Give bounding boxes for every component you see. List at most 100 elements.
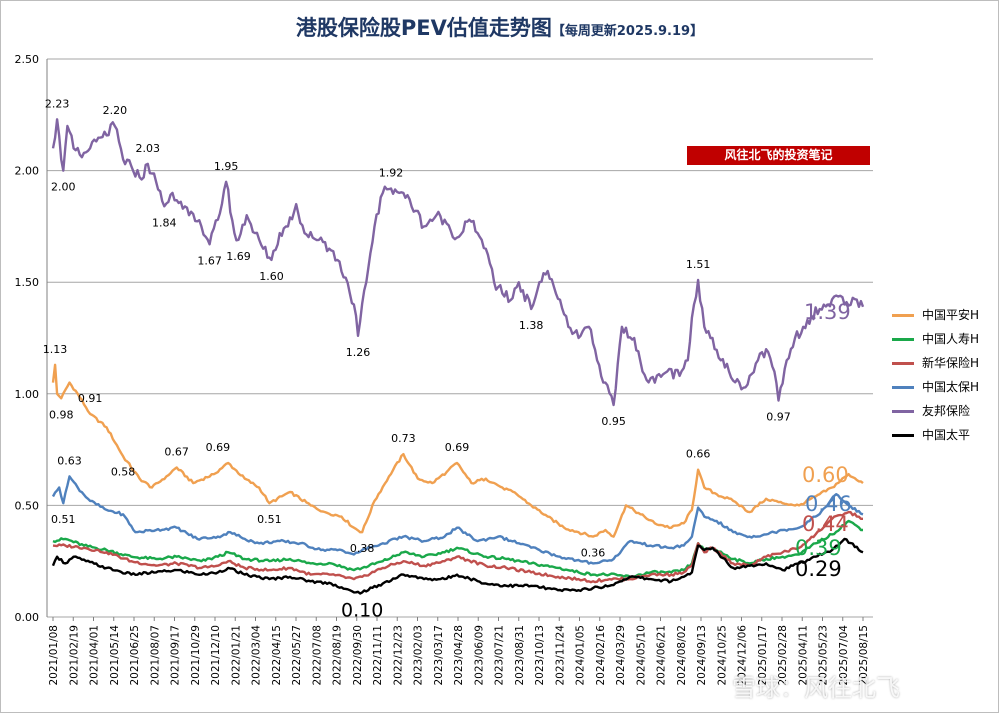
end-label: 0.29	[795, 557, 842, 581]
y-tick-label: 2.00	[15, 165, 40, 178]
annotation-label: 1.13	[43, 343, 68, 356]
x-tick-label: 2022/08/19	[332, 625, 344, 686]
annotation-label: 1.84	[152, 216, 177, 229]
annotation-label: 2.23	[45, 97, 70, 110]
annotation-label: 0.38	[350, 542, 375, 555]
y-tick-label: 1.50	[15, 276, 40, 289]
x-tick-label: 2023/02/03	[413, 625, 425, 686]
annotation-label: 0.66	[686, 448, 711, 461]
x-tick-label: 2021/01/08	[48, 625, 60, 686]
annotation-label: 0.58	[111, 466, 136, 479]
annotation-label: 2.20	[103, 104, 128, 117]
x-tick-label: 2024/12/06	[737, 625, 749, 686]
legend-swatch	[892, 410, 914, 413]
end-value-labels: 0.60 0.390.440.46 1.39 0.29	[795, 300, 852, 581]
chart-title-sub: 【每周更新2025.9.19】	[551, 24, 704, 39]
x-tick-label: 2022/07/08	[311, 625, 323, 686]
y-tick-label: 2.50	[15, 53, 40, 66]
x-tick-label: 2023/06/09	[473, 625, 485, 686]
x-tick-label: 2024/03/29	[615, 625, 627, 686]
x-tick-label: 2023/07/21	[494, 625, 506, 686]
point-annotations: 2.23 2.00 2.20 2.03 1.95 1.84 1.67 1.69 1.60 1.26…	[43, 97, 791, 621]
end-label: 0.39	[795, 536, 842, 560]
annotation-label: 0.69	[206, 441, 231, 454]
annotation-label: 1.51	[686, 258, 711, 271]
x-tick-label: 2024/09/13	[696, 625, 708, 686]
x-tick-label: 2024/01/05	[575, 625, 587, 686]
legend-label: 中国太平	[922, 428, 971, 442]
annotation-label: 1.95	[214, 160, 239, 173]
x-tick-label: 2025/07/04	[838, 625, 850, 686]
y-tick-label: 0.50	[15, 499, 40, 512]
series-line	[51, 118, 865, 407]
x-tick-label: 2025/04/11	[797, 625, 809, 686]
x-tick-label: 2025/08/15	[858, 625, 870, 686]
annotation-label: 0.95	[601, 415, 626, 428]
annotation-label: 2.00	[51, 181, 76, 194]
annotation-label: 1.67	[197, 254, 222, 267]
x-tick-label: 2022/11/11	[372, 625, 384, 686]
legend-swatch	[892, 314, 914, 317]
x-tick-label: 2021/09/17	[170, 625, 182, 686]
legend-label: 中国人寿H	[922, 332, 980, 346]
author-banner: 风往北飞的投资笔记	[687, 146, 870, 165]
legend-swatch	[892, 362, 914, 365]
x-tick-label: 2021/10/29	[190, 625, 202, 686]
annotation-label: 0.10	[341, 600, 383, 622]
annotation-label: 0.98	[49, 408, 74, 421]
annotation-label: 1.92	[379, 166, 404, 179]
x-tick-label: 2023/11/24	[554, 625, 566, 686]
annotation-label: 1.60	[259, 270, 284, 283]
gridlines	[47, 58, 873, 618]
x-tick-label: 2024/05/10	[635, 625, 647, 686]
annotation-label: 1.69	[226, 250, 251, 263]
legend-label: 友邦保险	[922, 404, 971, 418]
x-tick-label: 2024/06/21	[656, 625, 668, 686]
legend-label: 中国平安H	[922, 308, 980, 322]
end-label: 0.60	[802, 463, 849, 487]
chart-title: 港股保险股PEV估值走势图【每周更新2025.9.19】	[0, 12, 999, 42]
x-tick-label: 2024/10/25	[716, 625, 728, 686]
x-tick-label: 2022/12/23	[392, 625, 404, 686]
chart-title-main: 港股保险股PEV估值走势图	[295, 16, 552, 40]
x-tick-label: 2021/12/10	[210, 625, 222, 686]
x-tick-label: 2023/08/31	[514, 625, 526, 686]
y-tick-label: 1.00	[15, 388, 40, 401]
annotation-label: 0.63	[57, 454, 82, 467]
legend-swatch	[892, 434, 914, 437]
annotation-label: 0.51	[51, 513, 76, 526]
end-label: 0.44	[802, 512, 849, 536]
legend-swatch	[892, 386, 914, 389]
series-line	[51, 537, 864, 595]
x-axis: 2021/01/08 2021/02/19 2021/04/01 2021/05/14…	[48, 617, 870, 686]
x-tick-label: 2022/04/15	[271, 625, 283, 686]
series-line	[51, 363, 864, 538]
legend-swatch	[892, 338, 914, 341]
annotation-label: 0.97	[766, 410, 791, 423]
annotation-label: 1.26	[346, 346, 371, 359]
annotation-label: 1.38	[519, 319, 544, 332]
series-lines	[51, 118, 865, 595]
series-line	[51, 475, 864, 565]
annotation-label: 0.36	[581, 547, 606, 560]
x-tick-label: 2021/06/25	[129, 625, 141, 686]
x-tick-label: 2022/09/30	[352, 625, 364, 686]
x-tick-label: 2021/04/01	[89, 625, 101, 686]
x-tick-label: 2023/04/28	[453, 625, 465, 686]
annotation-label: 2.03	[136, 142, 161, 155]
x-tick-label: 2024/08/02	[676, 625, 688, 686]
legend-label: 中国太保H	[922, 380, 980, 394]
end-label: 1.39	[804, 300, 851, 324]
annotation-label: 0.73	[391, 432, 416, 445]
x-tick-label: 2021/02/19	[68, 625, 80, 686]
x-tick-label: 2023/03/17	[433, 625, 445, 686]
x-tick-label: 2021/05/14	[109, 625, 121, 686]
series-line	[52, 510, 863, 584]
annotation-label: 0.91	[78, 392, 103, 405]
annotation-label: 0.67	[164, 445, 189, 458]
y-tick-label: 0.00	[15, 611, 40, 624]
y-axis: 0.00 0.50 1.00 1.50 2.00 2.50	[15, 53, 48, 624]
annotation-label: 0.51	[257, 513, 282, 526]
end-label: 0.46	[805, 492, 852, 516]
